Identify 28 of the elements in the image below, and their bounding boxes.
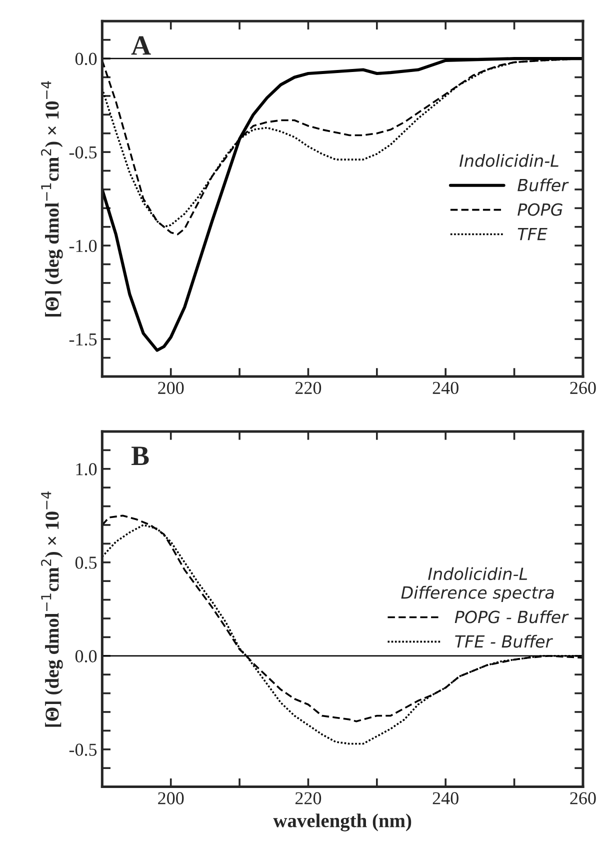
x-tick-label: 260: [570, 382, 596, 394]
x-tick-label: 200: [158, 792, 184, 804]
y-tick-label: -0.5: [69, 146, 97, 159]
annotation: A: [131, 36, 151, 55]
legend-title: Indolicidin-L Difference spectra: [401, 567, 554, 602]
annotation: B: [131, 446, 149, 466]
legend-label: Buffer: [518, 178, 569, 192]
y-tick-label: -1.5: [69, 333, 97, 346]
x-tick-label: 240: [432, 382, 458, 394]
y-tick-label: 0.5: [75, 556, 97, 569]
x-axis-title: wavelength (nm): [273, 814, 412, 832]
y-tick-label: -1.0: [69, 240, 97, 252]
x-tick-label: 220: [295, 792, 322, 804]
y-tick-label: 0.0: [75, 52, 97, 66]
x-tick-label: 220: [295, 382, 322, 394]
x-tick-label: 260: [570, 792, 596, 804]
legend-label: POPG: [518, 203, 562, 216]
y-tick-label: 1.0: [76, 463, 97, 476]
y-axis-title: [Θ] (deg dmol$^{−1}$cm$^{2}$) × 10$^{−4}$: [41, 491, 63, 727]
x-tick-label: 200: [158, 382, 184, 394]
y-tick-label: 0.0: [75, 650, 97, 662]
y-axis-title: [Θ] (deg dmol$^{−1}$cm$^{2}$) × 10$^{−4}$: [41, 81, 63, 316]
legend-label: TFE - Buffer: [455, 634, 553, 648]
y-tick-label: -0.5: [69, 744, 97, 756]
legend-label: TFE: [518, 228, 548, 240]
x-tick-label: 240: [432, 792, 458, 804]
legend-label: POPG - Buffer: [454, 610, 569, 624]
legend-title: Indolicidin-L: [459, 154, 558, 167]
